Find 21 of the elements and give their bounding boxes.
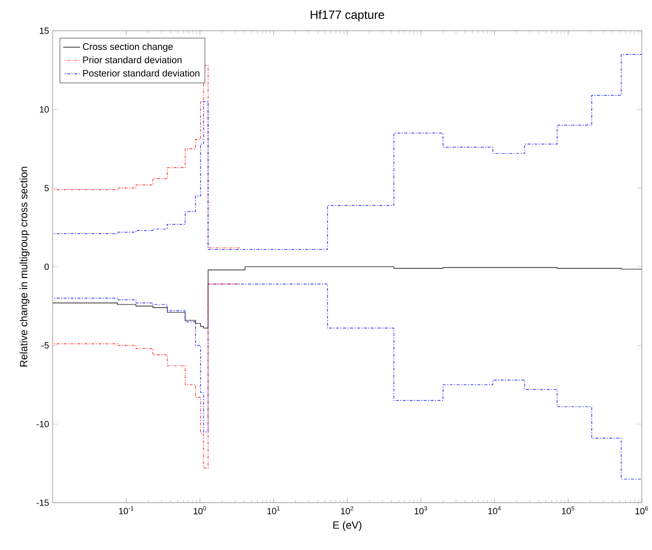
x-tick-label: 10$^{-1}$ xyxy=(119,506,134,514)
x-tick-label: 10$^{2}$ xyxy=(341,506,354,514)
y-tick-label: -10 xyxy=(36,420,49,428)
legend-label: Prior standard deviation xyxy=(83,56,182,64)
legend-label: Posterior standard deviation xyxy=(83,69,200,76)
x-axis-title: E (eV) xyxy=(333,520,362,531)
x-tick-label: 10$^{6}$ xyxy=(636,506,648,514)
y-axis-title: Relative change in multigroup cross section xyxy=(20,166,30,366)
y-tick-label: -5 xyxy=(42,342,49,348)
x-tick-label: 10$^{1}$ xyxy=(267,506,280,514)
x-tick-label: 10$^{3}$ xyxy=(414,506,428,514)
x-tick-label: 10$^{0}$ xyxy=(194,506,206,514)
y-tick-label: 5 xyxy=(44,184,49,192)
chart-title: Hf177 capture xyxy=(310,10,384,22)
x-tick-label: 10$^{4}$ xyxy=(488,506,501,514)
y-tick-label: -15 xyxy=(36,499,49,506)
y-tick-label: 0 xyxy=(44,263,49,270)
legend-label: Cross section change xyxy=(82,42,173,52)
y-tick-label: 10 xyxy=(40,106,49,112)
y-tick-label: 15 xyxy=(40,27,49,34)
x-tick-label: 10$^{5}$ xyxy=(562,506,574,514)
